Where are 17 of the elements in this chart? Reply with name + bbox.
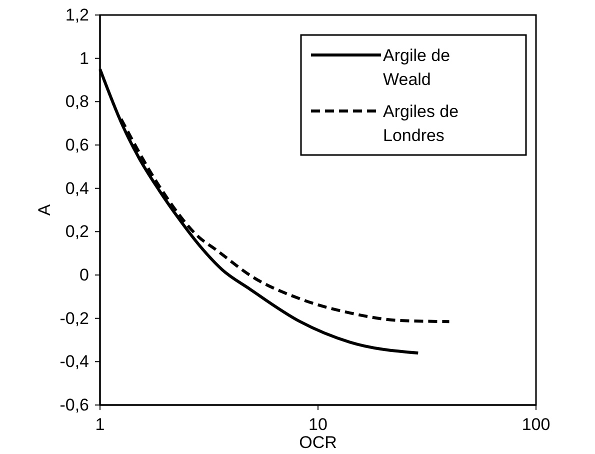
y-tick-label: 0,8 — [65, 92, 89, 112]
legend-label: Argiles de Londres — [383, 102, 459, 145]
y-tick-label: -0,4 — [60, 352, 89, 372]
x-tick-label: 10 — [308, 415, 328, 434]
y-tick-label: -0,6 — [60, 395, 89, 414]
y-tick-label: 0 — [80, 265, 89, 284]
y-tick-label: 1,2 — [65, 5, 89, 24]
x-tick-label: 1 — [95, 415, 105, 434]
x-tick-label: 100 — [522, 415, 550, 434]
y-axis-title: A — [35, 204, 54, 216]
y-tick-label: 0,4 — [65, 178, 89, 198]
y-tick-label: -0,2 — [60, 308, 89, 328]
y-tick-label: 0,2 — [65, 222, 89, 242]
x-axis-title: OCR — [299, 433, 337, 452]
legend-label: Argile de Weald — [383, 46, 450, 89]
y-tick-label: 1 — [80, 48, 89, 68]
y-tick-label: 0,6 — [65, 135, 89, 154]
